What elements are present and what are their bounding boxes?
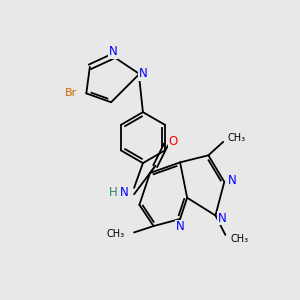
Text: N: N xyxy=(120,186,128,199)
Text: O: O xyxy=(168,135,178,148)
Text: H: H xyxy=(109,186,117,199)
Text: N: N xyxy=(139,68,147,80)
Text: N: N xyxy=(176,220,184,233)
Text: N: N xyxy=(228,174,236,187)
Text: CH₃: CH₃ xyxy=(106,229,124,239)
Text: N: N xyxy=(109,46,117,59)
Text: Br: Br xyxy=(65,88,78,98)
Text: CH₃: CH₃ xyxy=(227,133,246,142)
Text: N: N xyxy=(218,212,226,225)
Text: CH₃: CH₃ xyxy=(231,234,249,244)
